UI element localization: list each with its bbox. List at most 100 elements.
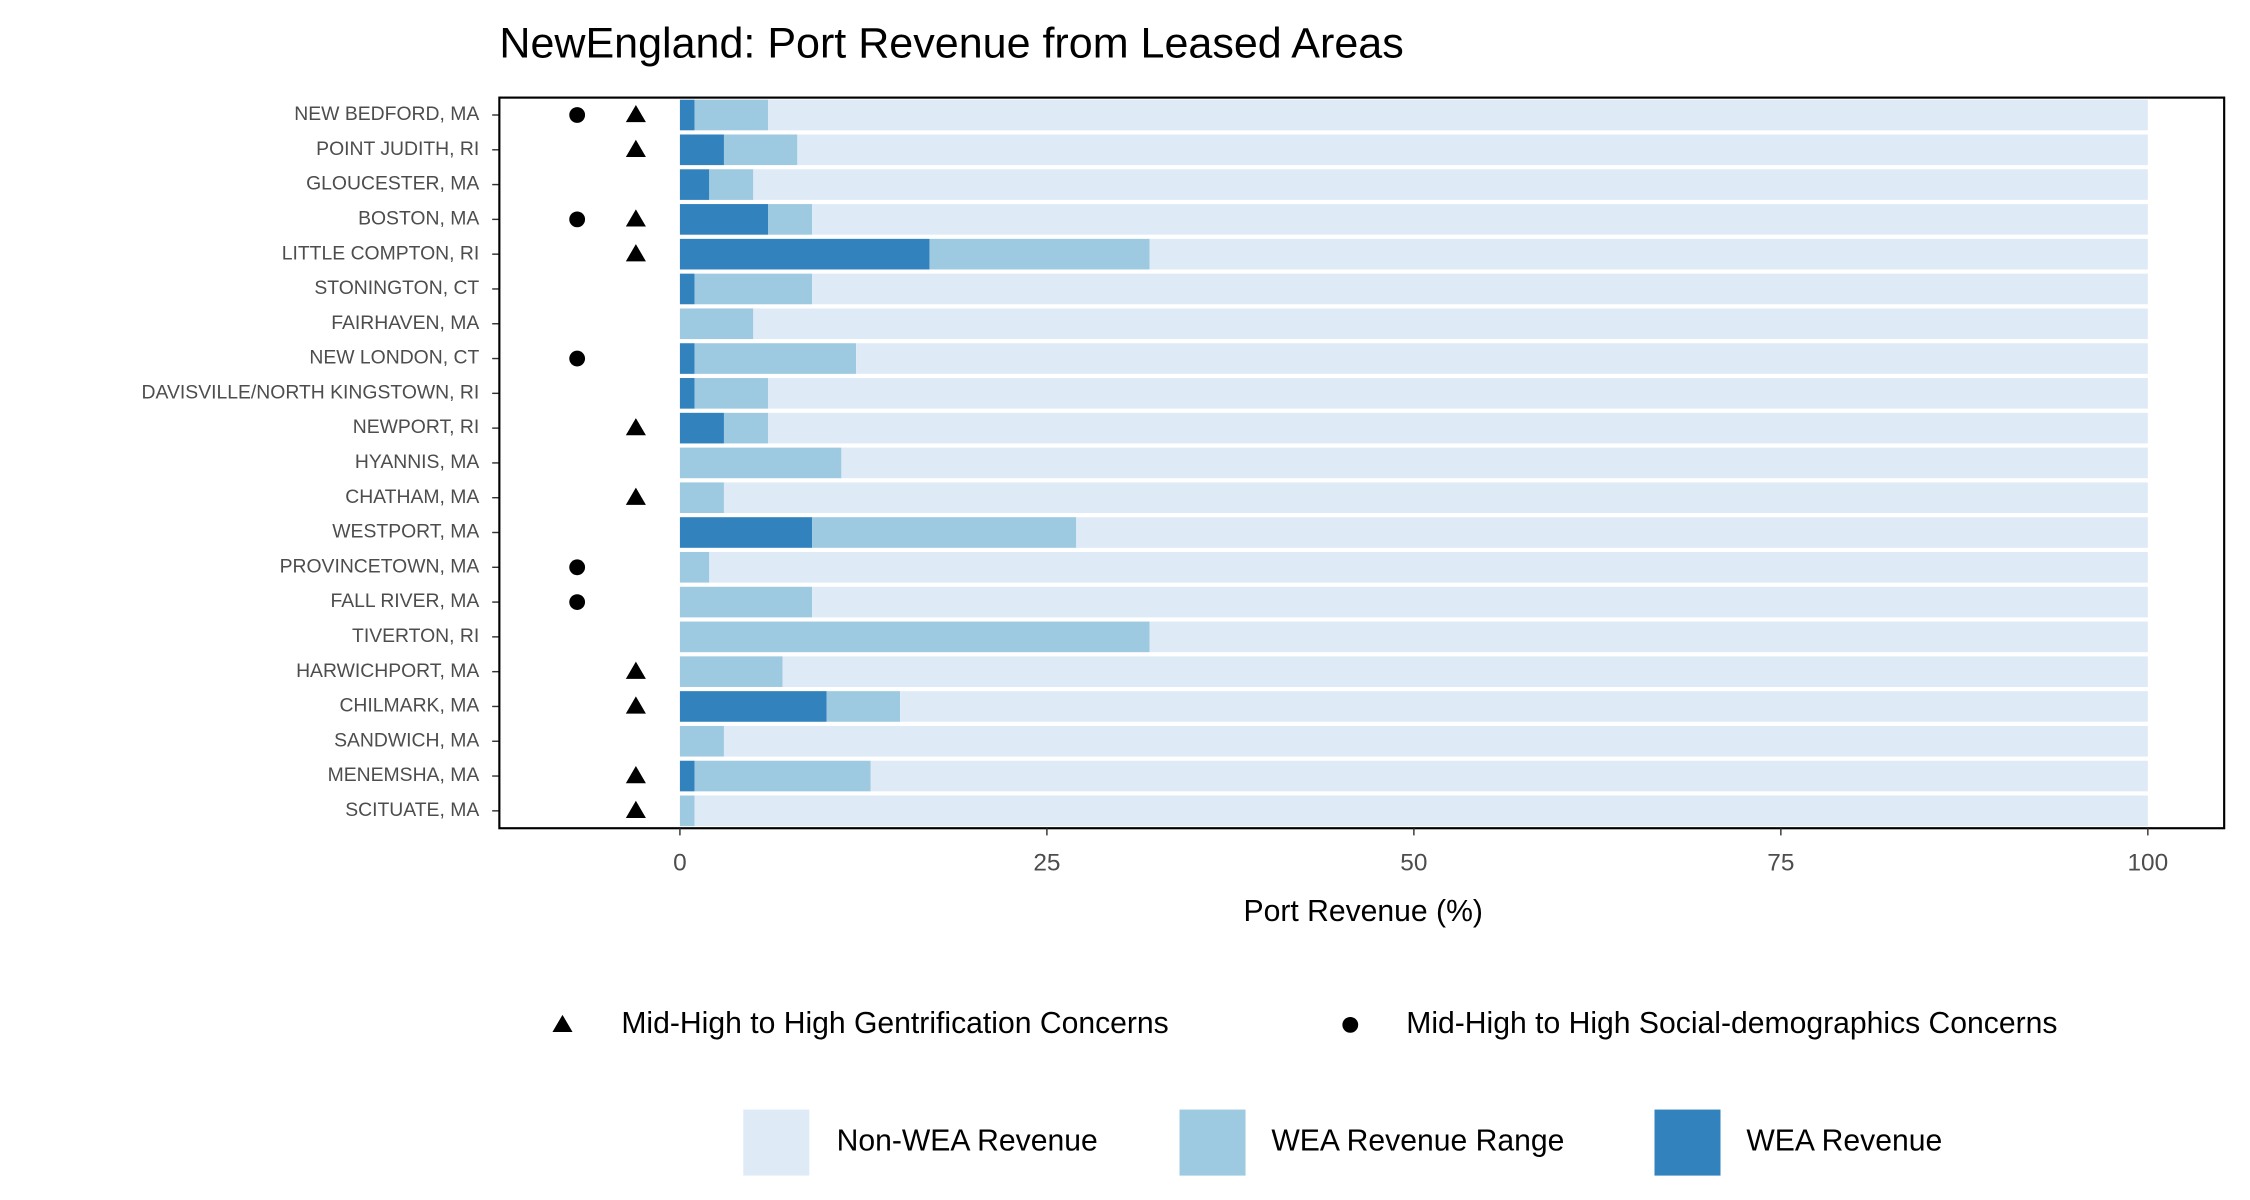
- marker: [625, 244, 646, 262]
- plot-frame: [498, 96, 2226, 830]
- bar-segment: [723, 412, 768, 444]
- bar-segment: [709, 169, 754, 200]
- bar-segment: [694, 378, 768, 409]
- legend-symbol: [1342, 1016, 1359, 1033]
- y-tick-label: FALL RIVER, MA: [330, 590, 479, 612]
- y-tick-label: CHATHAM, MA: [345, 486, 479, 508]
- bar-segment: [679, 412, 724, 444]
- bar-segment: [679, 551, 710, 583]
- marker: [569, 594, 586, 610]
- bar-segment: [1149, 238, 2148, 270]
- bar-segment: [679, 691, 827, 722]
- bar-segment: [929, 238, 1150, 270]
- legend-swatch: [1654, 1109, 1721, 1176]
- legend-label: WEA Revenue: [1746, 1125, 1942, 1158]
- bar-segment: [797, 134, 2148, 166]
- legend-label: Mid-High to High Gentrification Concerns: [621, 1007, 1168, 1040]
- y-tick-label: NEW LONDON, CT: [309, 347, 479, 369]
- y-tick-label: CHILMARK, MA: [339, 695, 479, 717]
- bar-segment: [856, 343, 2148, 374]
- bar-segment: [679, 238, 930, 270]
- legend-label: Non-WEA Revenue: [837, 1125, 1098, 1158]
- legend-label: WEA Revenue Range: [1271, 1125, 1564, 1158]
- marker: [569, 350, 586, 367]
- marker: [569, 559, 586, 576]
- x-axis-title: Port Revenue (%): [1244, 895, 1483, 928]
- bar-segment: [723, 725, 2148, 757]
- bar-segment: [679, 447, 842, 479]
- bar-segment: [679, 760, 695, 792]
- bar-segment: [679, 586, 813, 618]
- y-tick-label: SCITUATE, MA: [345, 799, 479, 821]
- y-tick-label: SANDWICH, MA: [334, 729, 479, 751]
- y-tick-label: FAIRHAVEN, MA: [331, 312, 479, 334]
- bar-segment: [694, 795, 2148, 827]
- bar-segment: [841, 447, 2148, 479]
- bar-segment: [679, 308, 754, 340]
- y-tick-label: NEW BEDFORD, MA: [294, 103, 479, 125]
- bar-segment: [900, 691, 2148, 722]
- bar-segment: [694, 760, 871, 792]
- y-tick-label: HYANNIS, MA: [355, 451, 479, 473]
- marker: [625, 765, 646, 784]
- bar-segment: [679, 621, 1150, 653]
- bar-segment: [679, 482, 724, 514]
- bar-segment: [709, 551, 2148, 583]
- bar-segment: [782, 656, 2148, 687]
- y-tick-label: MENEMSHA, MA: [328, 764, 480, 786]
- y-tick-label: WESTPORT, MA: [332, 521, 479, 543]
- marker: [625, 139, 646, 157]
- bar-segment: [812, 586, 2148, 618]
- bar-segment: [1076, 517, 2148, 548]
- legend-label: Mid-High to High Social-demographics Con…: [1406, 1007, 2057, 1040]
- bar-segment: [679, 273, 695, 305]
- legend-swatch: [743, 1109, 810, 1176]
- marker: [625, 800, 646, 819]
- bar-segment: [870, 760, 2148, 792]
- bar-segment: [812, 273, 2148, 305]
- y-tick-label: PROVINCETOWN, MA: [280, 555, 480, 577]
- bar-segment: [679, 204, 768, 235]
- y-tick-label: BOSTON, MA: [358, 207, 479, 229]
- bar-segment: [679, 99, 695, 131]
- y-tick-label: GLOUCESTER, MA: [306, 173, 479, 195]
- bar-segment: [753, 169, 2148, 200]
- bar-segment: [679, 378, 695, 409]
- bar-segment: [679, 517, 813, 548]
- marker: [625, 104, 646, 123]
- marker: [625, 661, 646, 679]
- bar-segment: [679, 134, 724, 166]
- bar-segment: [679, 656, 783, 687]
- bar-segment: [812, 204, 2148, 235]
- bar-segment: [1149, 621, 2148, 653]
- bar-segment: [679, 725, 724, 757]
- marker: [625, 487, 646, 505]
- bar-segment: [812, 517, 1077, 548]
- bar-segment: [767, 204, 813, 235]
- bar-segment: [679, 343, 695, 374]
- bar-segment: [826, 691, 901, 722]
- y-tick-label: TIVERTON, RI: [352, 625, 479, 647]
- legend-swatch: [1179, 1109, 1246, 1176]
- y-tick-label: POINT JUDITH, RI: [316, 138, 479, 160]
- x-tick-label: 25: [1033, 850, 1060, 877]
- y-tick-label: STONINGTON, CT: [314, 277, 479, 299]
- x-tick-label: 100: [2128, 850, 2169, 877]
- bar-segment: [679, 795, 695, 827]
- bar-segment: [679, 169, 710, 200]
- bar-segment: [694, 273, 813, 305]
- bar-segment: [767, 99, 2148, 131]
- bar-segment: [694, 343, 857, 374]
- x-tick-label: 0: [673, 850, 687, 877]
- marker: [569, 211, 586, 228]
- y-tick-label: DAVISVILLE/NORTH KINGSTOWN, RI: [142, 381, 480, 403]
- bar-segment: [767, 378, 2148, 409]
- marker: [625, 418, 646, 436]
- chart-title: NewEngland: Port Revenue from Leased Are…: [499, 19, 1403, 67]
- marker: [625, 696, 646, 714]
- bar-segment: [723, 482, 2148, 514]
- bar-segment: [694, 99, 768, 131]
- bar-segment: [767, 412, 2148, 444]
- bar-segment: [723, 134, 798, 166]
- marker: [569, 107, 586, 123]
